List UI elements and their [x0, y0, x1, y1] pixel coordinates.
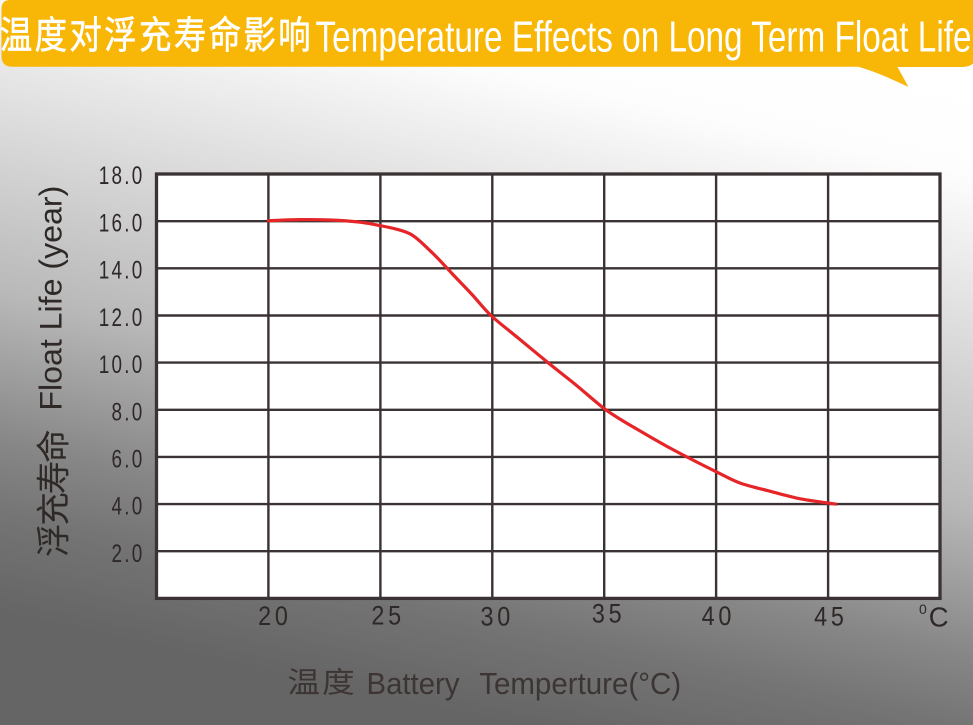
svg-text:30: 30	[480, 602, 513, 632]
svg-text:C: C	[929, 601, 949, 632]
svg-text:8.0: 8.0	[111, 398, 144, 426]
svg-text:Float Life (year): Float Life (year)	[32, 186, 68, 411]
svg-text:10.0: 10.0	[99, 350, 145, 378]
svg-text:2.0: 2.0	[111, 539, 144, 567]
svg-text:Temperture(°C): Temperture(°C)	[479, 667, 681, 701]
svg-text:25: 25	[371, 601, 404, 631]
svg-text:20: 20	[258, 602, 291, 632]
svg-text:35: 35	[592, 599, 625, 629]
svg-text:0: 0	[919, 601, 927, 617]
svg-text:4.0: 4.0	[111, 492, 144, 520]
svg-text:6.0: 6.0	[111, 445, 144, 473]
svg-text:40: 40	[702, 602, 735, 632]
svg-text:Temperature Effects on Long Te: Temperature Effects on Long Term Float L…	[316, 13, 972, 62]
svg-text:14.0: 14.0	[99, 256, 145, 284]
svg-text:16.0: 16.0	[99, 209, 145, 237]
svg-text:45: 45	[814, 602, 847, 632]
svg-text:Battery: Battery	[367, 667, 461, 701]
svg-text:18.0: 18.0	[99, 162, 145, 190]
svg-text:12.0: 12.0	[99, 303, 145, 331]
